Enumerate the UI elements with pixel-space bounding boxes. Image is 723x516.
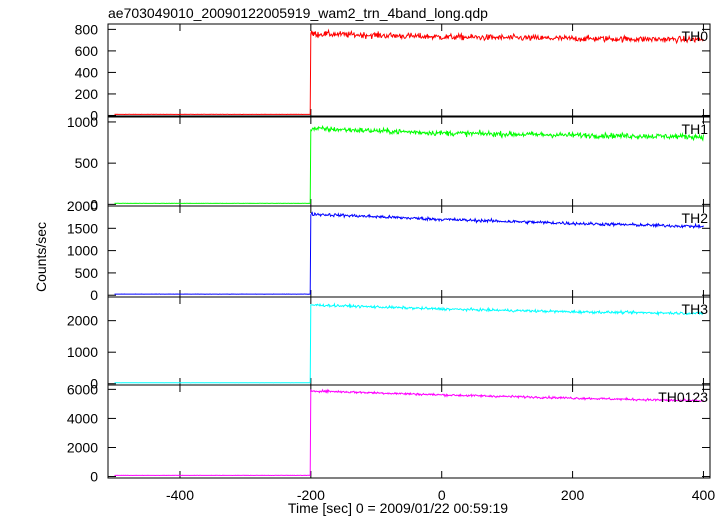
y-tick-label: 500: [75, 265, 99, 281]
panel-label-th3: TH3: [682, 301, 709, 317]
panel-frame: [107, 384, 711, 479]
panel-frame: [107, 116, 711, 207]
y-tick-label: 800: [75, 21, 99, 37]
series-line-th1: [114, 124, 704, 205]
x-tick-label: -200: [297, 487, 325, 503]
panel-th0: 0 200 400 600 800 TH0: [75, 21, 711, 123]
panel-frame: [107, 23, 711, 117]
y-tick-label: 0: [90, 107, 98, 123]
y-tick-label: 400: [75, 64, 99, 80]
panel-th2: 0 500 1000 1500 2000 TH2: [67, 198, 711, 303]
panel-label-th2: TH2: [682, 210, 709, 226]
y-tick-label: 600: [75, 43, 99, 59]
y-tick-label: 2000: [67, 439, 98, 455]
y-tick-label: 4000: [67, 410, 98, 426]
y-tick-label: 200: [75, 86, 99, 102]
panel-th0123: 0 2000 4000 6000 TH0123: [67, 381, 711, 485]
y-tick-label: 0: [90, 287, 98, 303]
x-tick-label: -400: [166, 487, 194, 503]
panel-frame: [107, 205, 711, 298]
panel-th3: 0 1000 2000 TH3: [67, 296, 711, 392]
x-tick-label: 200: [561, 487, 585, 503]
panel-label-th0: TH0: [682, 28, 709, 44]
y-tick-label: 0: [90, 469, 98, 485]
y-tick-label: 2000: [67, 198, 98, 214]
series-line-th3: [114, 302, 704, 384]
y-tick-label: 2000: [67, 313, 98, 329]
y-tick-label: 0: [90, 196, 98, 212]
series-line-th0: [114, 28, 704, 116]
x-axis-title: Time [sec] 0 = 2009/01/22 00:59:19: [288, 500, 508, 516]
y-tick-label: 6000: [67, 381, 98, 397]
series-line-th2: [114, 211, 704, 295]
y-tick-label: 1000: [67, 243, 98, 259]
y-tick-label: 500: [75, 155, 99, 171]
panel-label-th1: TH1: [682, 121, 709, 137]
series-line-th0123: [114, 388, 704, 477]
chart-title: ae703049010_20090122005919_wam2_trn_4ban…: [108, 5, 488, 21]
y-tick-label: 0: [90, 376, 98, 392]
panel-frame: [107, 296, 711, 386]
panels-group: 0 200 400 600 800 TH0 0 500 1000 TH1 0 500 1000 1500 2…: [67, 21, 716, 503]
y-axis-title: Counts/sec: [33, 222, 49, 292]
panel-label-th0123: TH0123: [658, 389, 708, 405]
panel-th1: 0 500 1000 TH1: [67, 114, 711, 212]
x-tick-label: 0: [438, 487, 446, 503]
y-tick-label: 1000: [67, 344, 98, 360]
x-tick-label: 400: [692, 487, 716, 503]
y-tick-label: 1000: [67, 114, 98, 130]
y-tick-label: 1500: [67, 220, 98, 236]
